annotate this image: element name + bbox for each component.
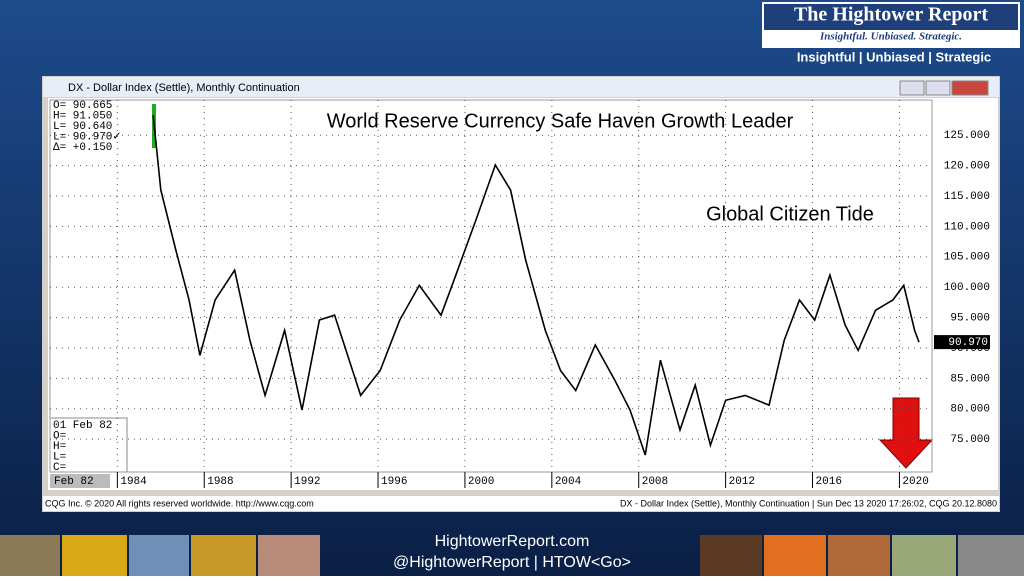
current-value-label: 90.970: [948, 337, 988, 349]
tagline: Insightful | Unbiased | Strategic: [797, 49, 991, 64]
info-line: O= 90.665: [53, 100, 112, 112]
y-tick-label: 100.000: [944, 282, 990, 294]
minimize-button[interactable]: [899, 80, 925, 96]
info-line: L= 90.640: [53, 121, 112, 133]
x-tick-label: 2016: [816, 476, 842, 488]
y-tick-label: 85.000: [950, 373, 990, 385]
price-line: [152, 115, 920, 456]
y-tick-label: 75.000: [950, 434, 990, 446]
info-line: H= 91.050: [53, 110, 112, 122]
current-value-box: [934, 335, 990, 350]
y-tick-label: 115.000: [944, 191, 990, 203]
info-line: L= 90.970✓: [53, 131, 122, 143]
x-tick-label: 2012: [729, 476, 755, 488]
y-tick-label: 110.000: [944, 221, 990, 233]
x-tick-label: 1984: [120, 476, 147, 488]
site: HightowerReport.com: [435, 533, 590, 550]
x-start-box: [50, 474, 110, 488]
info-line: Δ= +0.150: [53, 142, 112, 154]
x-tick-label: 1996: [381, 476, 407, 488]
x-tick-label: 1988: [207, 476, 233, 488]
x-tick-label: 2020: [902, 476, 928, 488]
x-tick-label: 1992: [294, 476, 320, 488]
y-tick-label: 95.000: [950, 313, 990, 325]
x-tick-label: 2004: [555, 476, 582, 488]
footer-right: DX - Dollar Index (Settle), Monthly Cont…: [620, 498, 997, 508]
y-tick-label: 125.000: [944, 130, 990, 142]
logo-band: [764, 4, 1018, 30]
plot-frame: [49, 99, 933, 473]
annotation: Global Citizen Tide: [706, 203, 874, 225]
maximize-button[interactable]: [925, 80, 951, 96]
handle: @HightowerReport | HTOW<Go>: [393, 554, 631, 571]
x-start-label: Feb 82: [54, 476, 94, 488]
cursor-line: L=: [53, 451, 66, 463]
y-tick-label: 120.000: [944, 161, 990, 173]
photo-strip-right: [700, 535, 1024, 576]
chart-area: [48, 98, 998, 490]
logo-subtitle: Insightful. Unbiased. Strategic.: [819, 31, 962, 43]
cursor-box: [49, 417, 128, 473]
window-title: DX - Dollar Index (Settle), Monthly Cont…: [68, 82, 300, 94]
cursor-line: O=: [53, 430, 66, 442]
footer-left: CQG Inc. © 2020 All rights reserved worl…: [45, 498, 314, 508]
status-bar: [43, 496, 999, 511]
photo-strip-left: [0, 535, 320, 576]
cursor-line: C=: [53, 462, 66, 474]
y-tick-label: 105.000: [944, 252, 990, 264]
title-bar: [43, 77, 999, 97]
close-button[interactable]: [951, 80, 989, 96]
y-tick-label: 80.000: [950, 404, 990, 416]
chart-title: World Reserve Currency Safe Haven Growth…: [327, 110, 794, 132]
red-arrow: [878, 397, 934, 469]
x-tick-label: 2000: [468, 476, 494, 488]
logo-title: The Hightower Report: [794, 4, 988, 26]
x-tick-label: 2008: [642, 476, 668, 488]
cursor-line: 01 Feb 82: [53, 420, 112, 432]
cursor-line: H=: [53, 441, 66, 453]
